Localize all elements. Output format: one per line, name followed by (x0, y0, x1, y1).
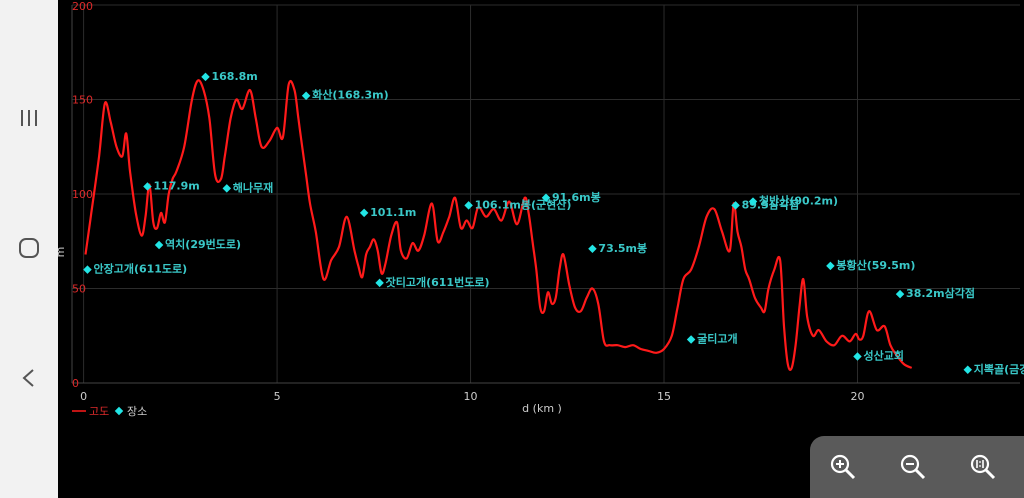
place-marker (853, 352, 862, 361)
y-tick-label: 0 (72, 377, 79, 390)
x-tick-label: 5 (274, 390, 281, 403)
place-label: 73.5m봉 (598, 242, 647, 255)
zoom-in-icon (830, 454, 856, 480)
place-marker (222, 184, 232, 193)
place-label: 화산(168.3m) (312, 88, 389, 102)
elevation-line (84, 79, 913, 371)
y-tick-labels: 0 50 100 150 200 (72, 0, 93, 390)
place-label: 91.6m봉 (552, 191, 601, 204)
legend-place-label: 장소 (127, 405, 147, 418)
x-tick-labels: 0 5 10 15 20 (80, 390, 864, 403)
y-tick-label: 200 (72, 0, 93, 13)
place-label: 117.9m (153, 179, 199, 192)
x-tick-label: 20 (850, 390, 864, 403)
zoom-reset-icon (970, 454, 996, 480)
place-marker (143, 182, 152, 191)
y-tick-label: 150 (72, 94, 93, 107)
place-marker (963, 365, 973, 375)
x-axis-label: d (km ) (522, 402, 562, 415)
legend-place-marker (114, 406, 124, 416)
home-button[interactable] (0, 228, 58, 268)
zoom-reset-button[interactable] (964, 448, 1002, 486)
place-marker (301, 91, 311, 100)
y-tick-label: 100 (72, 188, 93, 201)
place-label: 청반산(90.2m) (759, 194, 838, 208)
back-button[interactable] (0, 358, 58, 398)
place-marker (375, 278, 384, 288)
place-label: 안장고개(611도로) (93, 262, 187, 276)
place-marker (359, 208, 369, 218)
navigation-bar (0, 0, 58, 498)
place-marker (201, 72, 210, 82)
legend-elevation-label: 고도 (89, 405, 109, 418)
place-label: 168.8m (211, 70, 257, 83)
zoom-out-button[interactable] (894, 448, 932, 486)
place-markers: 안장고개(611도로) 117.9m 역치(29번도로) 168.8m 해나무재 화산(1… (83, 70, 1024, 376)
place-marker (826, 261, 835, 271)
place-marker (686, 335, 696, 344)
place-marker (154, 240, 164, 250)
x-tick-label: 10 (464, 390, 478, 403)
place-marker (895, 289, 905, 299)
x-tick-label: 15 (657, 390, 671, 403)
zoom-out-icon (900, 454, 926, 480)
place-label: 38.2m삼각점 (906, 286, 975, 300)
recents-icon (21, 110, 37, 126)
place-label: 굴티고개 (697, 332, 737, 346)
home-icon (19, 238, 39, 258)
back-icon (22, 369, 34, 387)
place-label: 봉황산(59.5m) (836, 258, 915, 272)
recents-button[interactable] (0, 98, 58, 138)
place-label: 성산교회 (863, 349, 903, 363)
place-label: 잣티고개(611번도로) (386, 275, 490, 289)
place-label: 역치(29번도로) (165, 237, 241, 251)
place-label: 101.1m (370, 206, 416, 219)
zoom-controls (810, 436, 1024, 498)
place-marker (464, 201, 473, 210)
y-tick-label: 50 (72, 283, 86, 296)
place-marker (83, 265, 92, 274)
x-tick-label: 0 (80, 390, 87, 403)
legend: 고도 장소 (72, 405, 147, 418)
y-axis-label: m (54, 247, 67, 258)
place-marker (588, 244, 597, 254)
zoom-in-button[interactable] (824, 448, 862, 486)
grid (72, 4, 1020, 383)
place-label: 106.1m봉(군현산) (475, 197, 572, 211)
place-label: 해나무재 (233, 180, 273, 194)
place-label: 지뽁골(금강 (974, 362, 1024, 376)
